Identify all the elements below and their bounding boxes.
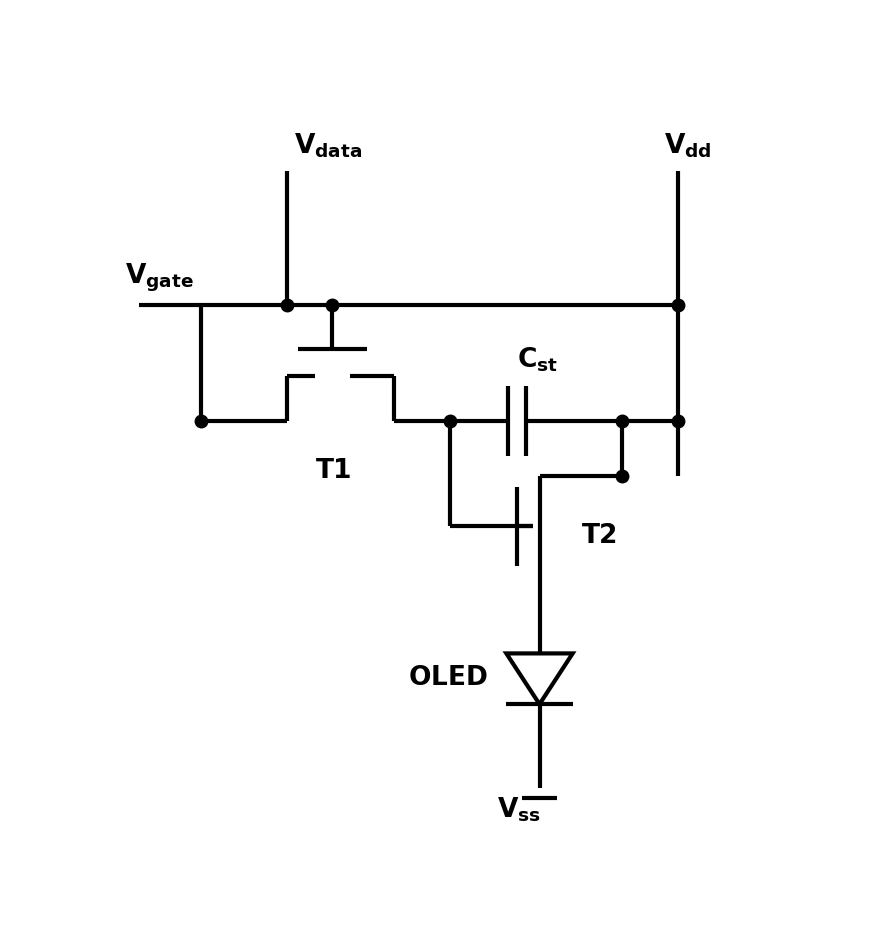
Text: $\mathbf{OLED}$: $\mathbf{OLED}$: [408, 665, 488, 690]
Text: $\mathbf{V_{data}}$: $\mathbf{V_{data}}$: [294, 132, 363, 160]
Text: $\mathbf{V_{dd}}$: $\mathbf{V_{dd}}$: [664, 132, 711, 160]
Text: $\mathbf{V_{gate}}$: $\mathbf{V_{gate}}$: [125, 262, 194, 294]
Text: $\mathbf{T2}$: $\mathbf{T2}$: [581, 523, 617, 548]
Text: $\mathbf{C_{st}}$: $\mathbf{C_{st}}$: [518, 346, 559, 374]
Text: $\mathbf{V_{ss}}$: $\mathbf{V_{ss}}$: [497, 795, 541, 824]
Text: $\mathbf{T1}$: $\mathbf{T1}$: [315, 458, 352, 483]
